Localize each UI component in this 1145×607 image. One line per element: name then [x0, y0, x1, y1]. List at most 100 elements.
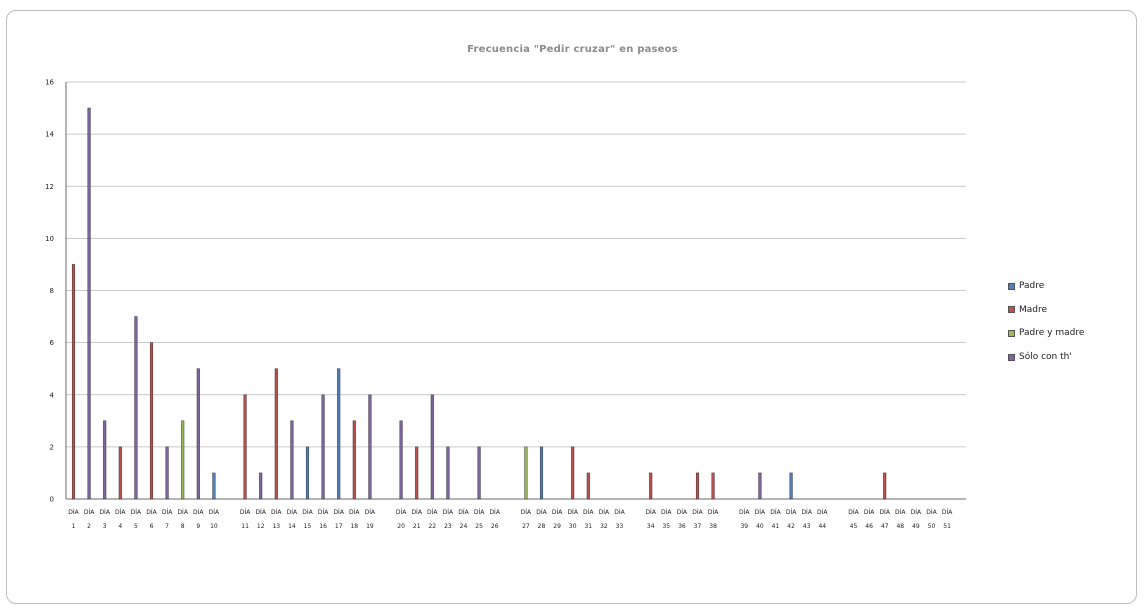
bar-s-lo-con-th--day-12	[259, 472, 263, 500]
legend-swatch	[1008, 282, 1015, 290]
y-tick-label: 16	[45, 79, 54, 87]
x-tick-number: 34	[647, 523, 655, 530]
x-tick-label: DÍA	[661, 509, 672, 516]
x-tick-label: DÍA	[146, 509, 157, 516]
x-tick-label: DÍA	[489, 509, 500, 516]
x-tick-label: DÍA	[942, 509, 953, 516]
x-tick-number: 2	[87, 523, 91, 530]
x-tick-number: 30	[569, 523, 577, 530]
x-tick-label: DÍA	[209, 509, 220, 516]
x-tick-label: DÍA	[474, 509, 485, 516]
x-tick-label: DÍA	[240, 509, 251, 516]
x-tick-label: DÍA	[708, 509, 719, 516]
x-tick-number: 19	[366, 523, 374, 530]
bar-padre-day-10	[212, 472, 216, 500]
legend-item: Sólo con th'	[1008, 351, 1084, 363]
bar-madre-day-31	[586, 472, 590, 500]
x-tick-label: DÍA	[645, 509, 656, 516]
x-tick-label: DÍA	[411, 509, 422, 516]
bar-s-lo-con-th--day-14	[290, 420, 294, 500]
x-tick-label: DÍA	[911, 509, 922, 516]
x-tick-number: 11	[241, 523, 249, 530]
x-tick-label: DÍA	[755, 509, 766, 516]
bar-s-lo-con-th--day-16	[321, 394, 325, 500]
x-tick-label: DÍA	[349, 509, 360, 516]
x-tick-label: DÍA	[567, 509, 578, 516]
x-tick-number: 33	[616, 523, 624, 530]
x-tick-number: 49	[912, 523, 920, 530]
x-tick-label: DÍA	[99, 509, 110, 516]
x-tick-label: DÍA	[68, 509, 79, 516]
bar-s-lo-con-th--day-9	[196, 368, 200, 500]
legend-label: Madre	[1019, 304, 1048, 315]
x-tick-number: 50	[928, 523, 936, 530]
bar-madre-day-13	[274, 368, 278, 500]
bar-s-lo-con-th--day-20	[399, 420, 403, 500]
legend-item: Padre	[1008, 280, 1084, 292]
x-tick-label: DÍA	[333, 509, 344, 516]
y-tick-label: 2	[50, 443, 54, 451]
x-tick-number: 13	[272, 523, 280, 530]
legend-swatch	[1008, 353, 1015, 361]
x-tick-label: DÍA	[177, 509, 188, 516]
x-tick-label: DÍA	[879, 509, 890, 516]
x-tick-number: 40	[756, 523, 764, 530]
x-tick-number: 17	[335, 523, 343, 530]
x-tick-number: 36	[678, 523, 686, 530]
x-tick-number: 26	[491, 523, 499, 530]
x-tick-label: DÍA	[583, 509, 594, 516]
x-tick-label: DÍA	[427, 509, 438, 516]
bar-s-lo-con-th--day-23	[446, 446, 450, 500]
x-tick-label: DÍA	[692, 509, 703, 516]
bar-s-lo-con-th--day-3	[103, 420, 107, 500]
bar-s-lo-con-th--day-7	[165, 446, 169, 500]
x-tick-number: 48	[896, 523, 904, 530]
legend-label: Padre	[1019, 281, 1045, 291]
x-tick-label: DÍA	[443, 509, 454, 516]
chart-title: Frecuencia "Pedir cruzar" en paseos	[467, 44, 678, 55]
chart-legend: Padre Madre Padre y madre Sólo con th'	[1008, 280, 1084, 375]
bar-madre-day-21	[415, 446, 419, 500]
x-tick-label: DÍA	[287, 509, 298, 516]
y-tick-label: 4	[50, 391, 55, 399]
x-tick-number: 41	[772, 523, 780, 530]
chart-frame	[6, 10, 1137, 604]
bar-s-lo-con-th--day-2	[87, 107, 91, 500]
x-tick-label: DÍA	[599, 509, 610, 516]
x-tick-label: DÍA	[521, 509, 532, 516]
x-tick-number: 44	[818, 523, 826, 530]
x-tick-number: 20	[397, 523, 405, 530]
x-tick-number: 10	[210, 523, 218, 530]
bar-madre-day-34	[649, 472, 653, 500]
x-tick-label: DÍA	[848, 509, 859, 516]
x-tick-number: 6	[150, 523, 154, 530]
x-tick-number: 43	[803, 523, 811, 530]
x-tick-number: 45	[850, 523, 858, 530]
x-tick-number: 47	[881, 523, 889, 530]
x-tick-number: 24	[460, 523, 468, 530]
bar-madre-day-37	[695, 472, 700, 500]
x-tick-label: DÍA	[552, 509, 563, 516]
x-tick-number: 28	[538, 523, 546, 530]
x-tick-number: 9	[196, 523, 200, 530]
x-tick-label: DÍA	[786, 509, 797, 516]
x-tick-number: 18	[350, 523, 358, 530]
x-tick-number: 8	[181, 523, 185, 530]
x-tick-label: DÍA	[318, 509, 329, 516]
bar-padre-day-17	[337, 368, 341, 500]
x-tick-number: 35	[662, 523, 670, 530]
x-tick-label: DÍA	[770, 509, 781, 516]
bar-padre-day-42	[789, 472, 793, 500]
bar-madre-day-38	[711, 472, 715, 500]
x-tick-number: 14	[288, 523, 296, 530]
x-tick-label: DÍA	[255, 509, 266, 516]
bar-madre-day-6	[149, 342, 154, 500]
x-tick-label: DÍA	[817, 509, 828, 516]
bar-madre-day-47	[883, 472, 887, 500]
x-tick-label: DÍA	[739, 509, 750, 516]
legend-label: Sólo con th'	[1019, 352, 1072, 363]
x-tick-label: DÍA	[926, 509, 937, 516]
x-tick-number: 3	[103, 523, 107, 530]
bar-madre-day-30	[571, 446, 575, 500]
x-tick-label: DÍA	[801, 509, 812, 516]
